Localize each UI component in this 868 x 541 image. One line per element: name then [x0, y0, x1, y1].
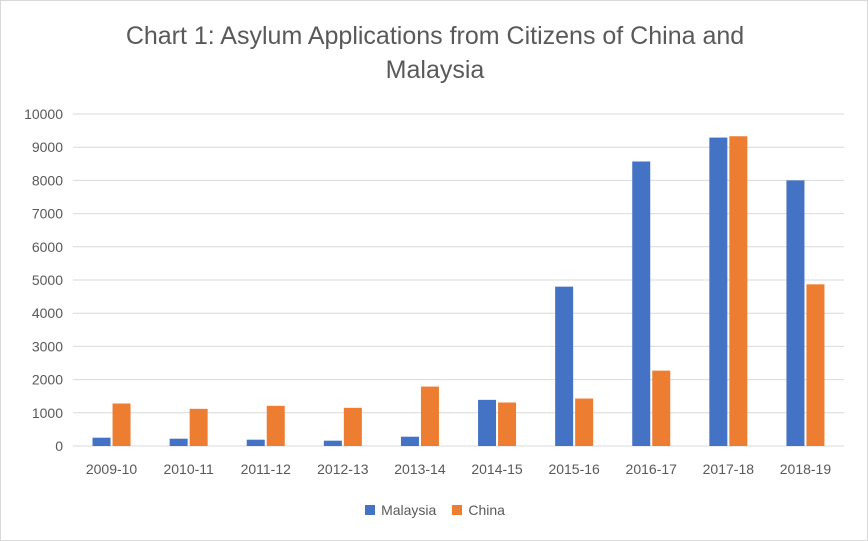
legend-item-china[interactable]: China: [452, 502, 505, 518]
bar-china-2014-15[interactable]: [498, 402, 517, 446]
y-tick-label: 3000: [32, 338, 63, 354]
bar-malaysia-2012-13[interactable]: [323, 440, 342, 446]
legend-swatch-malaysia: [365, 505, 376, 515]
x-tick-label: 2014-15: [471, 461, 523, 477]
chart-title-line-2: Malaysia: [385, 56, 485, 84]
bars: [92, 136, 825, 446]
x-tick-label: 2018-19: [780, 461, 832, 477]
x-tick-label: 2015-16: [548, 461, 600, 477]
legend-label-malaysia: Malaysia: [381, 502, 437, 518]
bar-malaysia-2017-18[interactable]: [709, 137, 728, 446]
y-tick-label: 6000: [32, 239, 63, 255]
bar-malaysia-2014-15[interactable]: [478, 399, 497, 446]
y-axis-tick-labels: 0 1000 2000 3000 4000 5000 6000 7000 8000 9000 100…: [24, 106, 63, 454]
bar-malaysia-2013-14[interactable]: [400, 436, 419, 446]
x-tick-label: 2016-17: [626, 461, 678, 477]
bar-malaysia-2009-10[interactable]: [92, 437, 111, 446]
bar-china-2009-10[interactable]: [112, 403, 131, 446]
y-tick-label: 7000: [32, 206, 63, 222]
y-tick-label: 0: [55, 438, 63, 454]
legend-swatch-china: [452, 505, 463, 515]
gridlines: [73, 113, 844, 447]
x-axis-tick-labels: 2009-10 2010-11 2011-12 2012-13 2013-14 2014-…: [86, 461, 831, 477]
y-tick-label: 1000: [32, 405, 63, 421]
y-tick-label: 5000: [32, 272, 63, 288]
bar-malaysia-2015-16[interactable]: [555, 286, 574, 446]
bar-china-2013-14[interactable]: [420, 386, 439, 446]
x-tick-label: 2013-14: [394, 461, 446, 477]
chart-title: Chart 1: Asylum Applications from Citize…: [1, 19, 868, 87]
legend-item-malaysia[interactable]: Malaysia: [365, 502, 436, 518]
y-tick-label: 8000: [32, 172, 63, 188]
x-tick-label: 2011-12: [241, 461, 292, 477]
bar-malaysia-2010-11[interactable]: [169, 438, 188, 446]
chart-title-line-1: Chart 1: Asylum Applications from Citize…: [125, 22, 745, 50]
bar-malaysia-2018-19[interactable]: [786, 180, 805, 446]
x-tick-label: 2010-11: [163, 461, 214, 477]
y-tick-label: 9000: [32, 139, 63, 155]
y-tick-label: 10000: [24, 106, 63, 122]
bar-china-2012-13[interactable]: [343, 407, 362, 446]
x-tick-label: 2012-13: [317, 461, 369, 477]
legend: Malaysia China: [1, 502, 868, 518]
legend-label-china: China: [468, 502, 505, 518]
bar-china-2011-12[interactable]: [266, 405, 285, 446]
bar-china-2018-19[interactable]: [806, 284, 825, 446]
bar-china-2010-11[interactable]: [189, 408, 208, 446]
bar-china-2016-17[interactable]: [652, 370, 671, 446]
x-tick-label: 2009-10: [86, 461, 138, 477]
bar-malaysia-2011-12[interactable]: [246, 439, 265, 446]
x-tick-label: 2017-18: [703, 461, 755, 477]
bar-china-2017-18[interactable]: [729, 136, 748, 446]
bar-malaysia-2016-17[interactable]: [632, 161, 651, 446]
bar-china-2015-16[interactable]: [575, 398, 594, 446]
y-tick-label: 4000: [32, 305, 63, 321]
y-tick-label: 2000: [32, 372, 63, 388]
